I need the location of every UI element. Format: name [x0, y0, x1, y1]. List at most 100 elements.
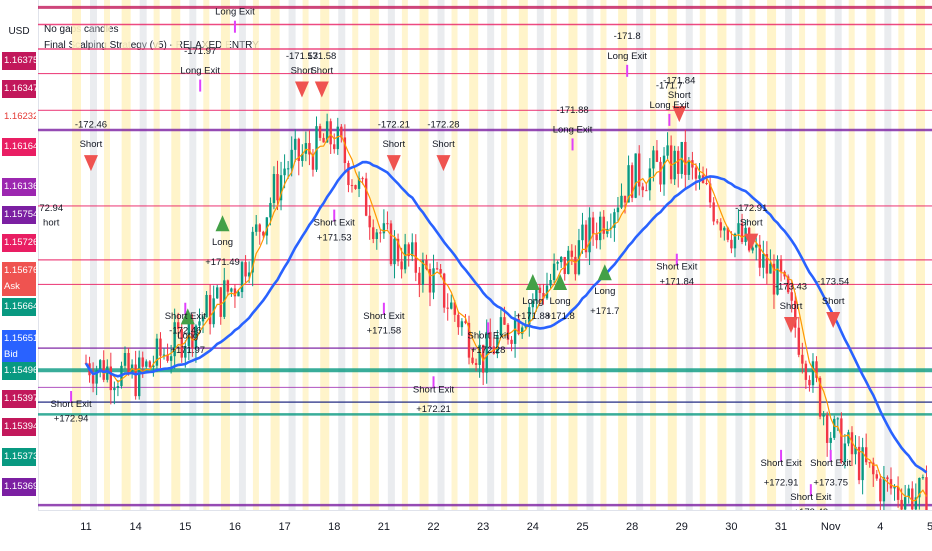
session-band — [189, 0, 197, 510]
short-signal-marker — [314, 81, 329, 98]
date-tick-label: 28 — [625, 521, 639, 533]
price-tag: Bid — [2, 346, 36, 364]
candle-body — [684, 141, 687, 175]
session-band — [518, 0, 528, 510]
candle-body — [861, 447, 864, 481]
candle-body — [797, 327, 800, 355]
legend-line-2[interactable]: Final Scalping Strategy (v5) - RELAXED E… — [44, 40, 259, 51]
candle-body — [244, 262, 247, 277]
date-tick-label: 17 — [278, 521, 291, 533]
candle-body — [645, 190, 648, 192]
candle-body — [162, 354, 166, 356]
candle-body — [481, 344, 485, 373]
short-signal-marker — [672, 106, 687, 123]
candle-body — [673, 150, 676, 180]
session-band — [153, 0, 160, 510]
signal-label: Long — [212, 237, 233, 248]
session-band — [536, 0, 544, 510]
candle-body — [669, 145, 673, 180]
signal-label: -171.7 — [656, 80, 683, 91]
candle-body — [446, 307, 449, 309]
session-band — [699, 0, 706, 510]
session-band — [171, 0, 181, 510]
candle-body — [478, 344, 481, 365]
candle-body — [786, 276, 790, 293]
candle-body — [886, 477, 889, 480]
short-signal-marker — [826, 312, 841, 329]
candle-body — [542, 292, 545, 299]
candle-body — [552, 263, 556, 281]
session-band — [104, 0, 110, 510]
signal-label: -173.43 — [775, 281, 807, 292]
candle-body — [694, 167, 698, 179]
signal-label: Short Exit — [760, 458, 802, 469]
session-band — [270, 0, 280, 510]
session-band — [816, 0, 826, 510]
candle-body — [584, 224, 588, 253]
candle-body — [407, 244, 410, 257]
signal-label: Short Exit — [51, 399, 93, 410]
candle-body — [137, 357, 141, 397]
candle-body — [155, 338, 159, 366]
date-tick-label: 30 — [725, 521, 738, 533]
candle-body — [389, 223, 393, 265]
candle-body — [921, 477, 925, 479]
candle-body — [879, 478, 882, 502]
signal-label: Short Exit — [314, 218, 356, 229]
session-band — [352, 0, 359, 510]
candle-body — [801, 354, 804, 364]
level-lines — [38, 5, 932, 507]
candle-body — [918, 477, 921, 498]
session-band — [848, 0, 855, 510]
candle-body — [510, 339, 513, 344]
candle-body — [251, 231, 254, 273]
candle-body — [123, 353, 127, 366]
signal-label: Short Exit — [468, 330, 510, 341]
candle-body — [403, 244, 407, 270]
candle-body — [301, 153, 304, 161]
signal-label: -172.21 — [378, 120, 410, 131]
date-tick-label: Nov — [820, 521, 841, 533]
price-tag: 1.16136 — [2, 178, 36, 196]
candle-body — [570, 250, 574, 257]
signal-label: +172.91 — [764, 477, 799, 488]
candle-body — [237, 292, 240, 297]
signal-label: -172.28 — [427, 120, 459, 131]
signal-label: +172.21 — [416, 404, 451, 415]
candle-body — [588, 217, 591, 253]
session-band — [749, 0, 756, 510]
date-tick-label: 14 — [129, 521, 142, 533]
candle-body — [531, 300, 535, 308]
candle-body — [581, 224, 584, 241]
candle-body — [503, 317, 506, 325]
signal-label: Short — [80, 139, 103, 150]
candle-body — [790, 292, 793, 301]
session-band — [667, 0, 677, 510]
candle-body — [294, 138, 297, 150]
candle-body — [400, 261, 403, 270]
candle-body — [450, 302, 453, 309]
signal-label: Long — [522, 296, 543, 307]
candle-body — [666, 145, 669, 156]
candle-body — [106, 366, 109, 380]
candle-body — [737, 223, 740, 234]
candle-body — [340, 126, 343, 138]
candle-body — [751, 247, 754, 251]
slow-ma-line — [84, 160, 928, 474]
candle-body — [716, 221, 719, 223]
candle-body — [166, 354, 169, 361]
candle-body — [528, 307, 531, 325]
signal-label: -172.46 — [169, 325, 201, 336]
session-band — [238, 0, 246, 510]
candle-body — [304, 143, 308, 154]
signal-label: +171.58 — [367, 325, 402, 336]
price-axis[interactable]: USD 1.16375 1.16347 1.16232 1.16164 1.16136 1… — [0, 0, 39, 510]
signal-label: +171.97 — [170, 345, 205, 356]
price-tag: 1.16232 — [2, 108, 36, 126]
currency-label[interactable]: USD — [0, 0, 38, 60]
short-signal-marker — [83, 155, 98, 172]
candle-body — [113, 388, 116, 391]
candle-body — [361, 178, 364, 180]
signal-label: +173.43 — [794, 507, 829, 510]
